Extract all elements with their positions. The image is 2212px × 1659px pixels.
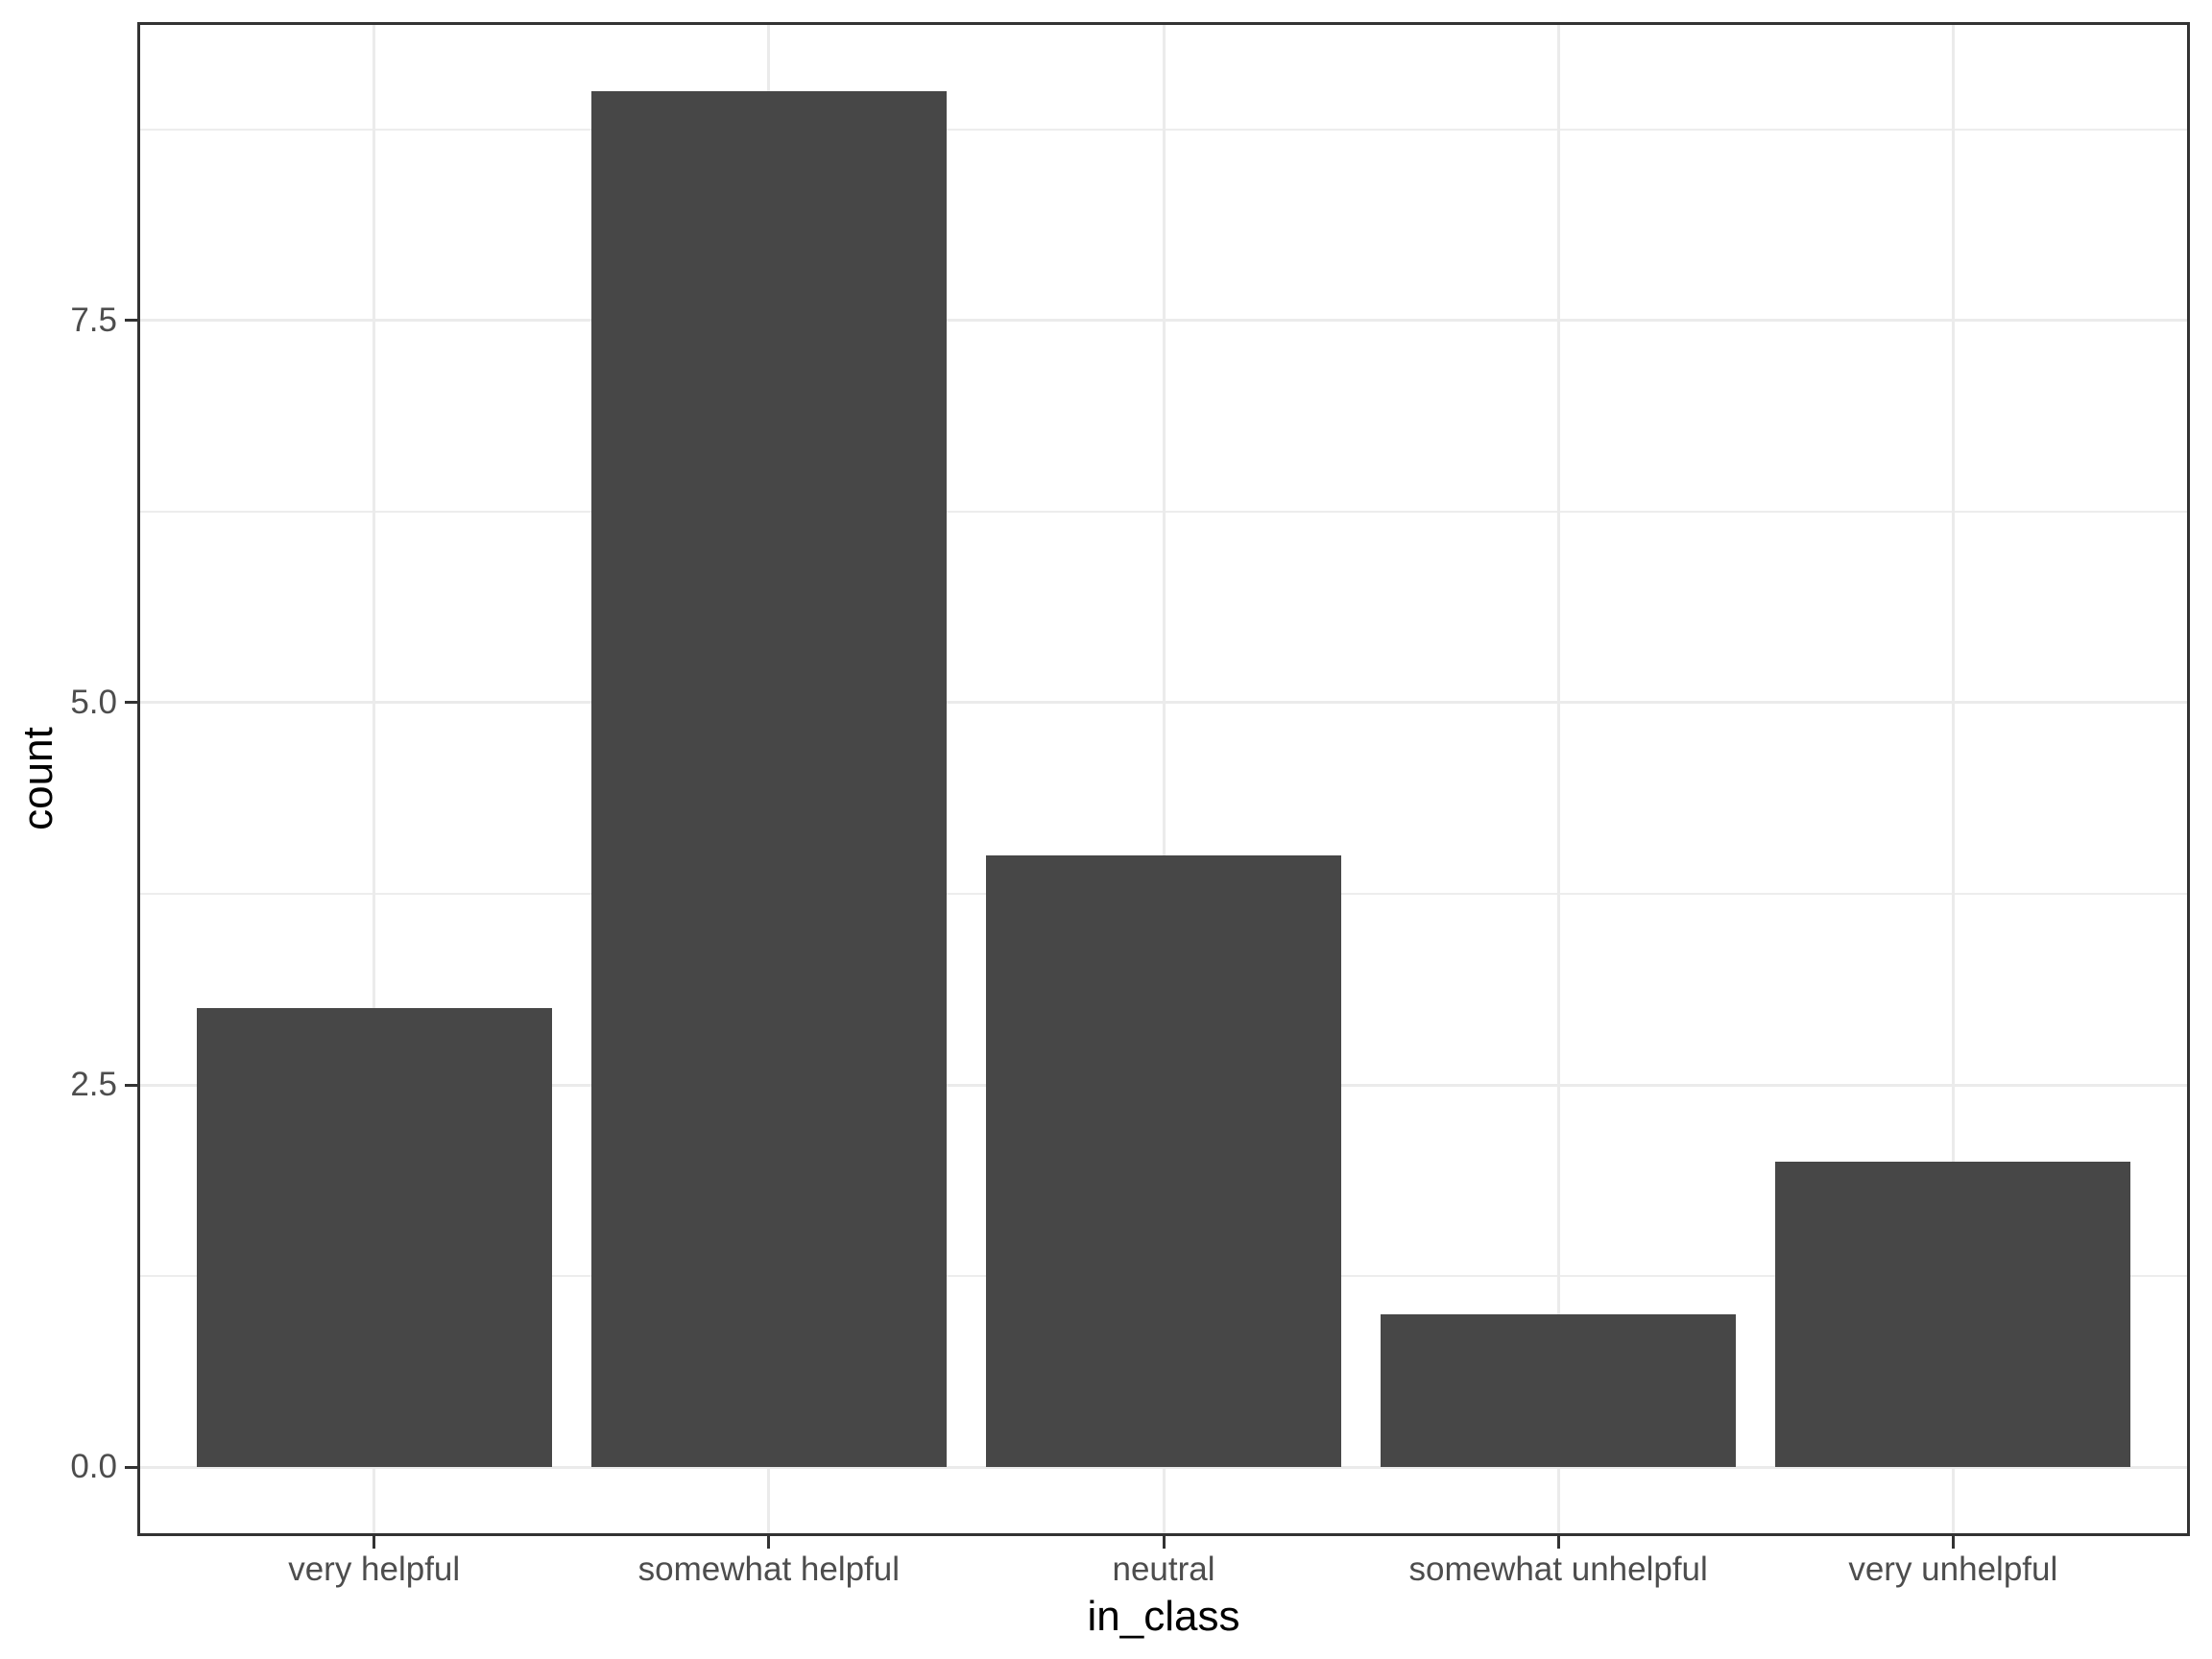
x-tick-label-somewhat-helpful: somewhat helpful	[637, 1551, 901, 1588]
x-tick-1	[767, 1536, 771, 1549]
x-tick-label-neutral: neutral	[1112, 1551, 1215, 1588]
x-tick-label-somewhat-unhelpful: somewhat unhelpful	[1408, 1551, 1708, 1588]
y-tick-5.0	[125, 701, 137, 705]
plot-panel	[137, 22, 2190, 1536]
y-tick-0.0	[125, 1465, 137, 1469]
x-tick-2	[1162, 1536, 1166, 1549]
bar-somewhat-helpful	[590, 90, 947, 1468]
x-axis-title: in_class	[1087, 1593, 1240, 1640]
y-tick-2.5	[125, 1083, 137, 1087]
bar-somewhat-unhelpful	[1381, 1314, 1737, 1468]
bar-very-helpful	[196, 1008, 552, 1468]
gridline-major-x-0	[373, 22, 376, 1536]
gridline-major-x-3	[1556, 22, 1560, 1536]
gridline-major-x-2	[1162, 22, 1166, 1536]
y-axis-title: count	[14, 727, 61, 830]
y-tick-label-5.0: 5.0	[70, 683, 117, 721]
y-tick-label-0.0: 0.0	[70, 1448, 117, 1486]
x-tick-label-very-helpful: very helpful	[288, 1551, 461, 1588]
x-tick-3	[1556, 1536, 1560, 1549]
gridline-major-x-4	[1951, 22, 1955, 1536]
bar-neutral	[985, 855, 1341, 1468]
bar-very-unhelpful	[1775, 1161, 2131, 1468]
y-tick-label-2.5: 2.5	[70, 1066, 117, 1104]
x-tick-label-very-unhelpful: very unhelpful	[1848, 1551, 2058, 1588]
y-tick-7.5	[125, 319, 137, 323]
x-tick-4	[1951, 1536, 1955, 1549]
y-tick-label-7.5: 7.5	[70, 301, 117, 339]
x-tick-0	[373, 1536, 376, 1549]
